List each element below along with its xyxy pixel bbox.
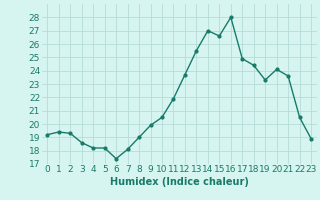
X-axis label: Humidex (Indice chaleur): Humidex (Indice chaleur)	[110, 177, 249, 187]
